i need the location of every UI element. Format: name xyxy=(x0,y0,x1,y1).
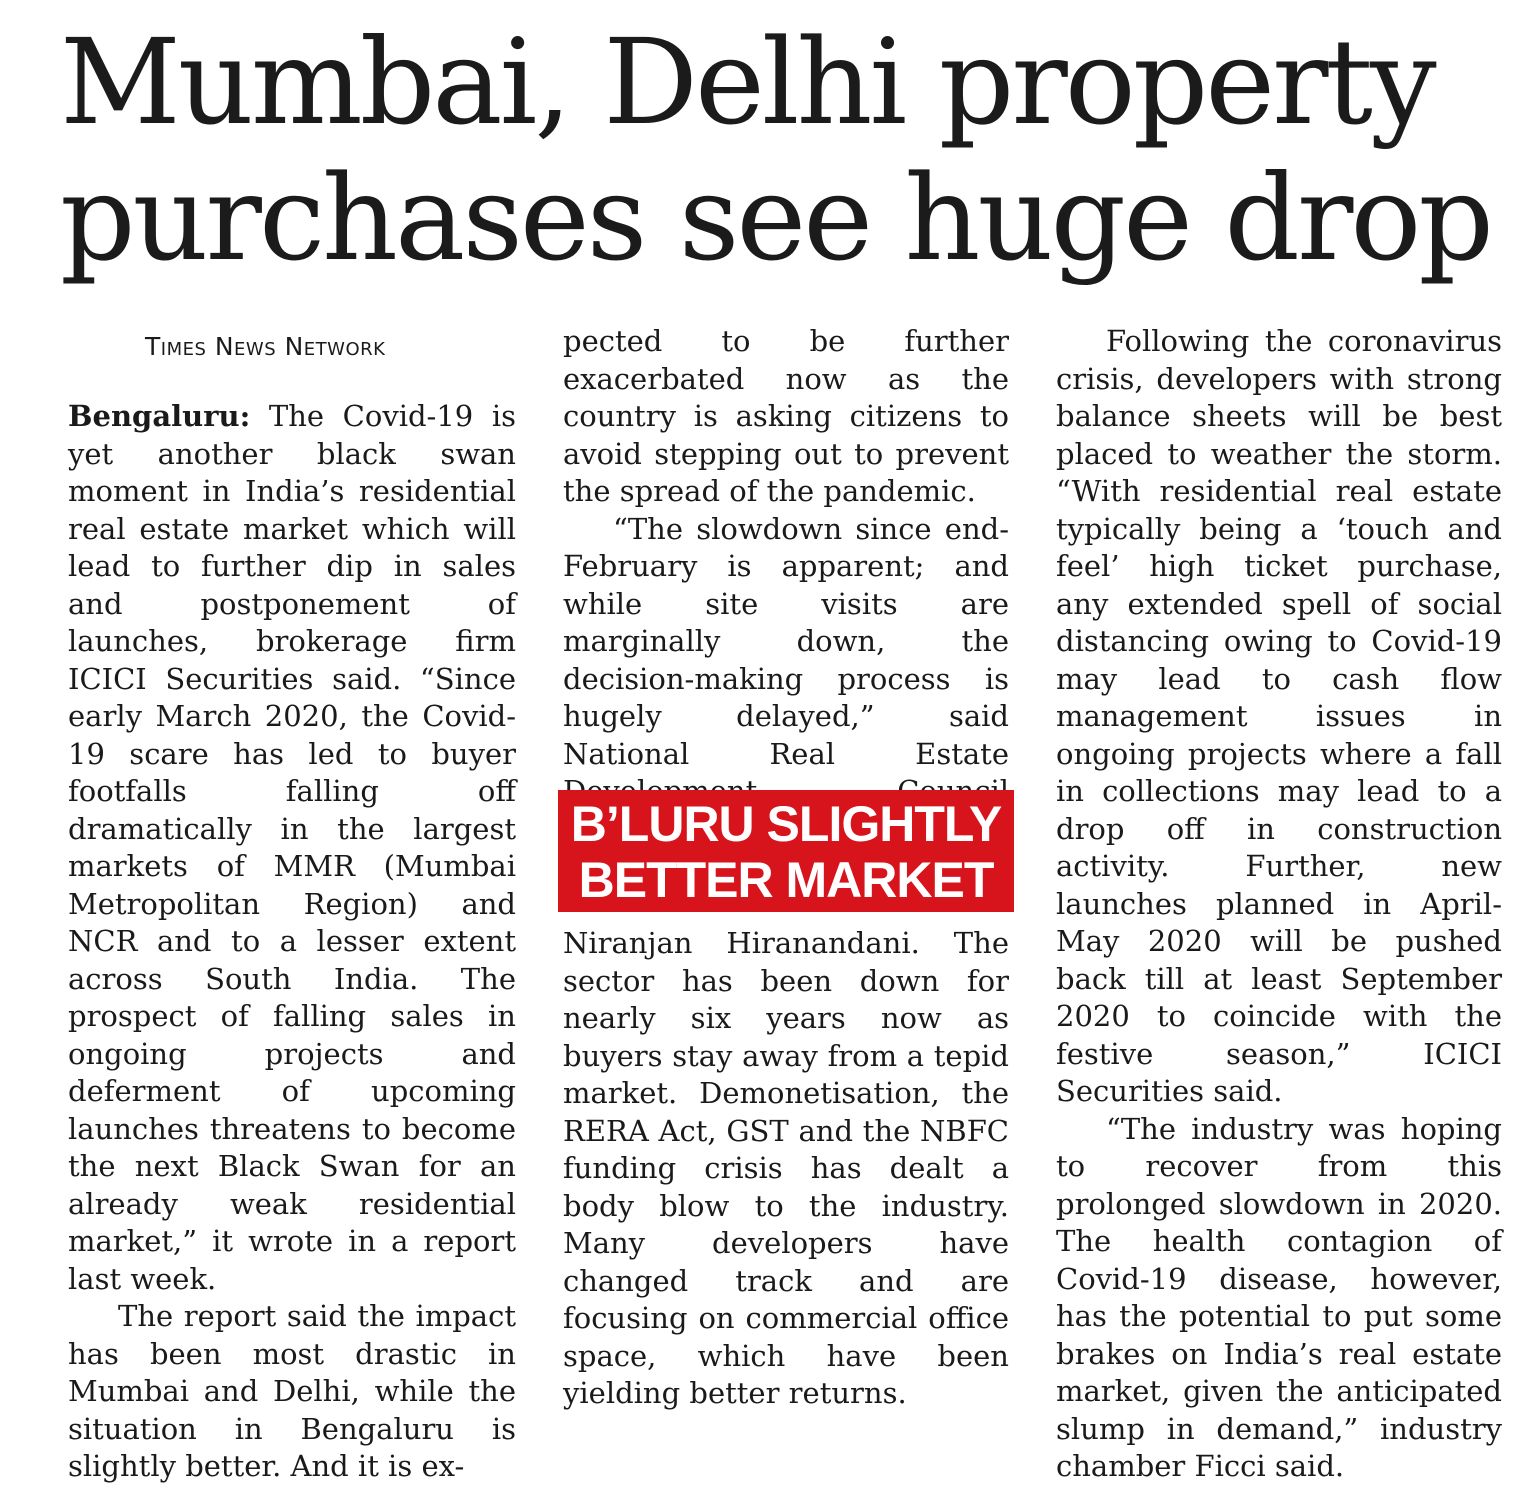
pull-quote-box: B’LURU SLIGHTLY BETTER MARKET xyxy=(558,790,1014,912)
paragraph: Following the coronavirus crisis, develo… xyxy=(1056,324,1502,1108)
paragraph: pected to be further exacerbated now as … xyxy=(563,324,1009,508)
article-column-2-top: pected to be further exacerbated now as … xyxy=(563,323,1009,848)
article-column-2-bottom: Niranjan Hiranandani. The sector has bee… xyxy=(563,925,1009,1413)
article-column-3: Following the coronavirus crisis, develo… xyxy=(1056,323,1502,1486)
paragraph-text: The Covid-19 is yet another black swan m… xyxy=(68,399,516,1296)
article-column-1: Bengaluru: The Covid-19 is yet another b… xyxy=(68,398,516,1486)
pull-quote-line-1: B’LURU SLIGHTLY xyxy=(570,796,1002,852)
paragraph: “The industry was hoping to recover from… xyxy=(1056,1111,1502,1484)
dateline: Bengaluru: xyxy=(68,399,251,433)
headline: Mumbai, Delhi property purchases see hug… xyxy=(60,14,1500,286)
paragraph: Bengaluru: The Covid-19 is yet another b… xyxy=(68,398,516,1298)
paragraph: Niranjan Hiranandani. The sector has bee… xyxy=(563,926,1009,1410)
byline: Times News Network xyxy=(145,332,386,361)
headline-line-1: Mumbai, Delhi property xyxy=(60,13,1437,151)
pull-quote-line-2: BETTER MARKET xyxy=(578,852,995,908)
headline-line-2: purchases see huge drop xyxy=(60,149,1494,287)
paragraph: The report said the impact has been most… xyxy=(68,1299,516,1483)
